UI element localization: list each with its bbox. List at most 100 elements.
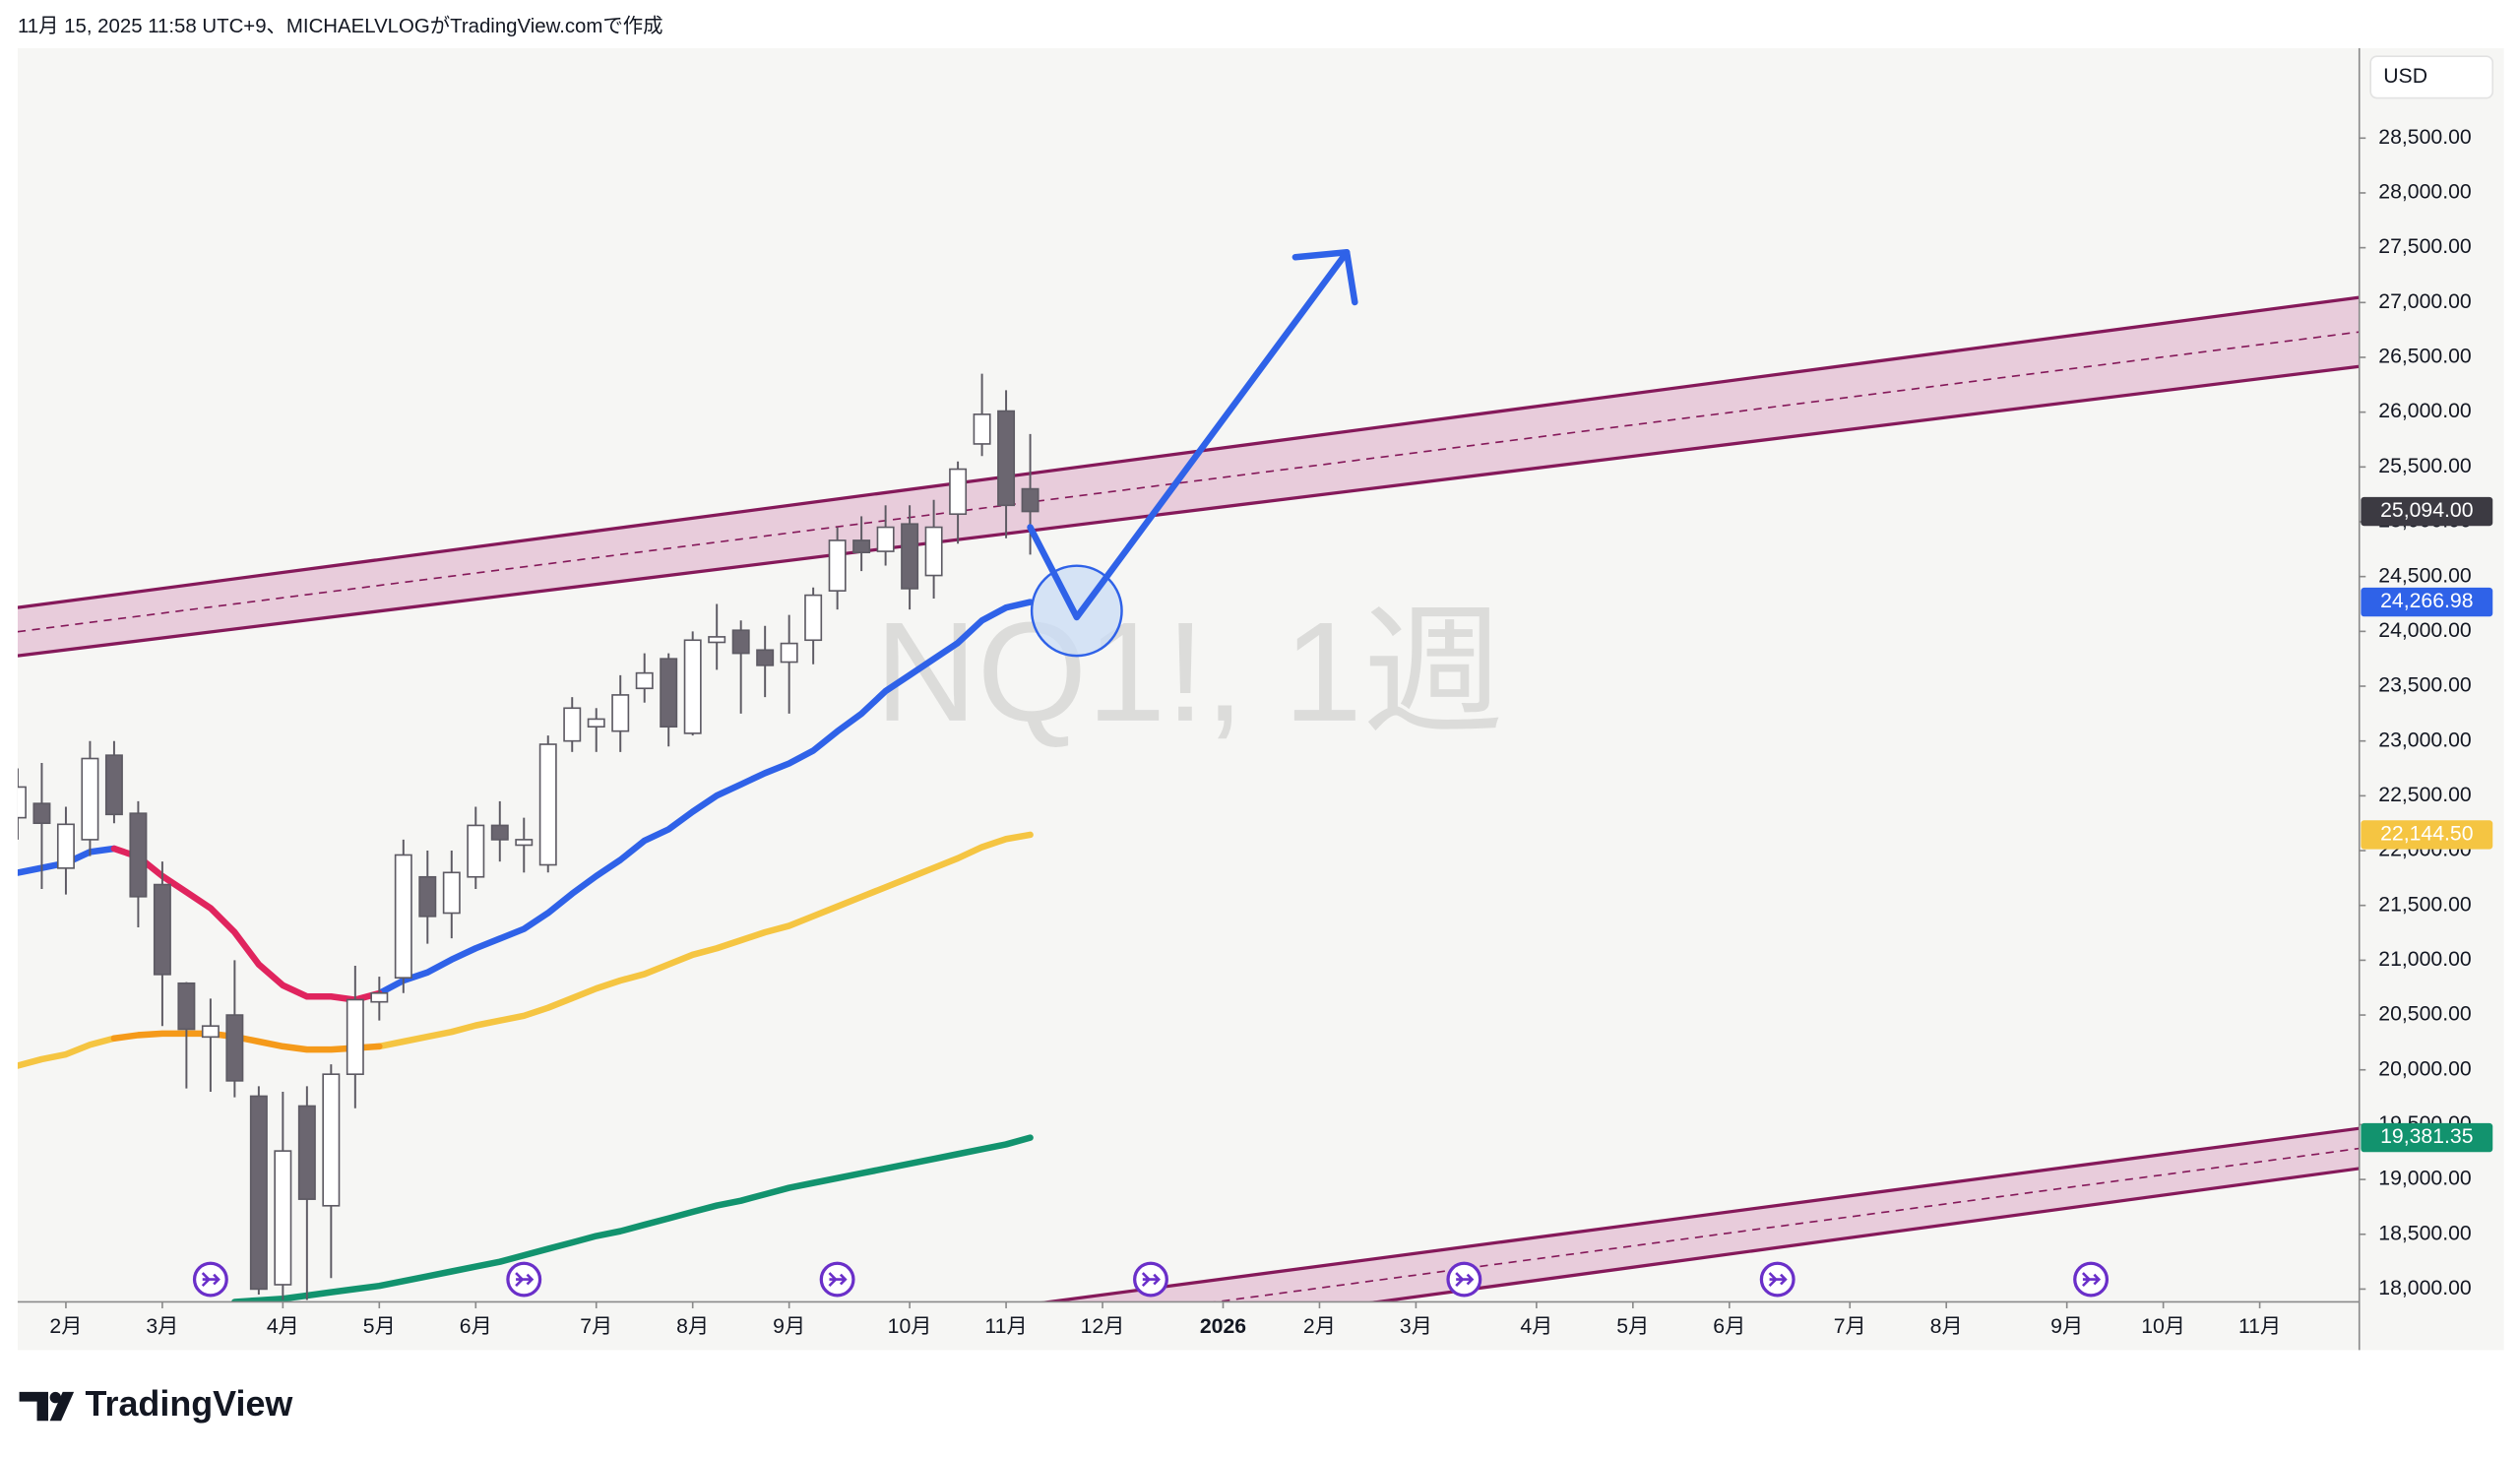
event-icon-arrow <box>515 1272 535 1288</box>
channel-line <box>17 295 2360 609</box>
candle-body <box>56 823 75 869</box>
last-value-tag <box>2361 587 2493 617</box>
candle-body <box>538 743 557 866</box>
y-tick-label: 18,500.00 <box>2378 1222 2471 1244</box>
x-tick-label: 9月 <box>2050 1315 2083 1338</box>
candle-body <box>490 824 509 841</box>
y-tick-label: 21,000.00 <box>2378 948 2471 971</box>
x-tick-label: 6月 <box>460 1315 492 1338</box>
y-tick-label: 26,000.00 <box>2378 400 2471 422</box>
candle-body <box>322 1073 341 1207</box>
x-tick-label: 3月 <box>146 1315 178 1338</box>
candle-body <box>611 694 630 732</box>
x-tick-label: 4月 <box>267 1315 299 1338</box>
x-tick-label: 10月 <box>2141 1315 2185 1338</box>
event-icon-arrow <box>2081 1272 2102 1288</box>
y-tick-label: 19,000.00 <box>2378 1168 2471 1190</box>
arrow-head <box>1292 249 1358 306</box>
channel-midline <box>17 331 2360 633</box>
x-tick-label: 11月 <box>2238 1315 2281 1338</box>
y-tick-label: 21,500.00 <box>2378 893 2471 916</box>
event-icon-arrow <box>201 1272 220 1288</box>
candle-body <box>153 883 171 976</box>
y-tick-label: 24,500.00 <box>2378 564 2471 587</box>
event-icon-arrow <box>1455 1272 1475 1288</box>
watermark: NQ1!, 1週 <box>875 594 1504 751</box>
candle-body <box>876 526 895 552</box>
ma-line <box>231 1134 1034 1302</box>
x-tick-label: 3月 <box>1400 1315 1432 1338</box>
last-value-label: 22,144.50 <box>2380 823 2473 846</box>
candle-body <box>683 639 702 734</box>
x-tick-label: 6月 <box>1713 1315 1745 1338</box>
y-tick-label: 27,000.00 <box>2378 290 2471 313</box>
x-tick-label: 9月 <box>773 1315 805 1338</box>
channel-fill <box>17 297 2360 657</box>
candle-body <box>563 707 582 742</box>
ma-line <box>110 1030 383 1053</box>
x-tick-label: 5月 <box>1616 1315 1649 1338</box>
candle-body <box>346 998 364 1075</box>
candle-body <box>104 754 123 816</box>
candle-body <box>852 539 871 553</box>
candle-body <box>708 636 726 644</box>
last-value-tag <box>2361 496 2493 527</box>
last-value-label: 24,266.98 <box>2380 590 2473 612</box>
x-tick-label: 8月 <box>1930 1315 1963 1338</box>
event-icon-arrow <box>828 1272 848 1288</box>
x-tick-label: 11月 <box>984 1315 1027 1338</box>
last-value-tag <box>2361 1122 2493 1153</box>
y-tick-label: 28,000.00 <box>2378 181 2471 204</box>
candle-body <box>177 982 196 1031</box>
candle-body <box>949 468 968 516</box>
logo-slash <box>49 1391 75 1422</box>
last-value-tag <box>2361 820 2493 850</box>
candle-body <box>731 629 750 655</box>
logo-mark <box>19 1391 48 1422</box>
axes: 18,000.0018,500.0019,000.0019,500.0020,0… <box>49 126 2493 1338</box>
candle-body <box>756 649 775 666</box>
channel-line <box>17 364 2360 658</box>
plot-area <box>17 249 2360 1302</box>
channel-midline <box>1210 1147 2360 1302</box>
y-tick-label: 25,500.00 <box>2378 455 2471 477</box>
x-tick-label: 2026 <box>1200 1315 1246 1338</box>
candle-body <box>297 1105 316 1200</box>
y-tick-label: 26,500.00 <box>2378 346 2471 368</box>
candle-body <box>394 854 412 980</box>
candle-body <box>467 824 485 878</box>
candle-body <box>804 594 823 642</box>
candle-body <box>274 1150 292 1286</box>
event-icon-arrow <box>1768 1272 1788 1288</box>
x-tick-label: 7月 <box>580 1315 612 1338</box>
event-icon-arrow <box>1141 1272 1161 1288</box>
candle-body <box>418 875 437 918</box>
x-tick-label: 8月 <box>676 1315 709 1338</box>
candle-body <box>225 1014 244 1082</box>
y-tick-label: 28,500.00 <box>2378 126 2471 149</box>
caption: 11月 15, 2025 11:58 UTC+9、MICHAELVLOGがTra… <box>18 15 663 37</box>
candle-body <box>515 839 534 847</box>
candle-body <box>780 642 798 664</box>
x-tick-label: 2月 <box>49 1315 82 1338</box>
currency-box <box>2369 55 2494 99</box>
candle-body <box>370 991 389 1003</box>
candle-body <box>924 526 943 577</box>
y-tick-label: 27,500.00 <box>2378 235 2471 258</box>
x-tick-label: 7月 <box>1834 1315 1866 1338</box>
y-tick-label: 22,500.00 <box>2378 784 2471 806</box>
candle-body <box>81 757 99 841</box>
last-value-label: 25,094.00 <box>2380 499 2473 522</box>
channel-line <box>1365 1167 2360 1302</box>
candle-body <box>828 539 847 592</box>
last-value-label: 19,381.35 <box>2380 1125 2473 1148</box>
logo-dot <box>49 1391 62 1404</box>
candle-body <box>660 658 678 728</box>
arrow-drawing <box>1027 249 1351 621</box>
x-tick-label: 2月 <box>1303 1315 1336 1338</box>
candle-body <box>901 523 919 590</box>
ma-line <box>110 845 383 1003</box>
candle-body <box>129 812 148 898</box>
